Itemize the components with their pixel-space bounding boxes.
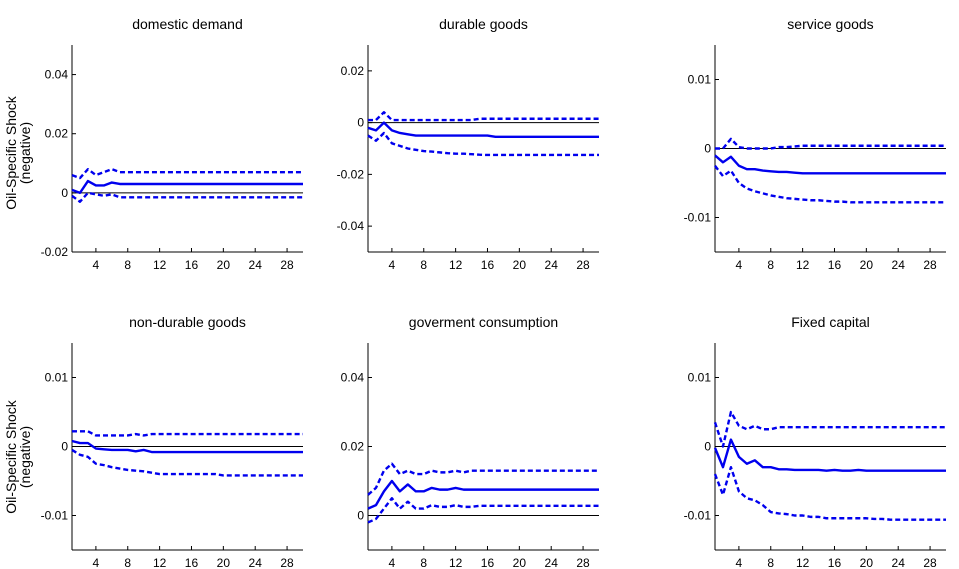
y-tick-label: 0 [357,509,364,523]
panel-title: service goods [787,16,873,32]
upper-band-line [368,111,599,122]
lower-band-line [367,497,599,524]
x-tick-label: 12 [153,556,167,569]
upper-band-line [367,462,599,496]
lower-band-line [71,448,303,477]
response-line [71,439,303,454]
x-tick-label: 28 [576,258,590,272]
y-tick-label: -0.01 [684,211,712,225]
y-tick-label: 0.02 [341,440,365,454]
y-tick-label: -0.04 [337,219,365,233]
upper-band-line [713,410,946,448]
x-tick-label: 4 [389,258,396,272]
lower-band-line [71,191,303,203]
x-tick-label: 8 [124,556,131,569]
panel-2: durable goods 4 8 12 16 20 24 28 -0.04 -0.02 0 0.02 [337,16,599,272]
x-tick-label: 16 [481,258,495,272]
upper-band-line [71,167,303,180]
x-tick-label: 24 [249,556,263,569]
lower-band-line [714,165,946,204]
y-tick-label: 0.01 [688,371,712,385]
panel-4: non-durable goods 4 8 12 16 20 24 28 -0.01 0 0.01 [41,314,303,569]
y-tick-label: 0 [357,116,364,130]
panel-6: Fixed capital 4 8 12 16 20 24 28 -0.01 0 0.01 [684,314,946,569]
y-tick-label: 0.04 [341,371,365,385]
panel-title: domestic demand [132,16,243,32]
y-tick-label: -0.02 [337,167,365,181]
panel-title: Fixed capital [791,314,870,330]
x-tick-label: 24 [892,556,906,569]
x-tick-label: 16 [185,258,199,272]
x-tick-label: 8 [420,258,427,272]
y-tick-label: 0 [61,186,68,200]
row-1-ylabel-line2: (negative) [17,122,33,184]
panel-title: non-durable goods [129,314,246,330]
y-tick-label: 0.04 [45,68,69,82]
response-line [367,121,599,139]
x-tick-label: 16 [828,258,842,272]
row-2-ylabel-line2: (negative) [17,426,33,488]
x-tick-label: 16 [828,556,842,569]
y-tick-label: -0.01 [41,509,69,523]
row-2-ylabel-line1: Oil-Specific Shock [3,399,19,514]
y-tick-label: 0.02 [45,127,69,141]
x-tick-label: 12 [449,556,463,569]
x-tick-label: 12 [796,556,810,569]
x-tick-label: 20 [513,556,527,569]
x-tick-label: 20 [860,556,874,569]
upper-band-line [72,430,303,437]
y-tick-label: 0.01 [45,371,69,385]
response-line [714,154,946,175]
upper-band-line [715,137,946,150]
x-tick-label: 20 [217,556,231,569]
x-tick-label: 16 [185,556,199,569]
panel-title: durable goods [439,16,528,32]
x-tick-label: 20 [217,258,231,272]
x-tick-label: 28 [923,258,937,272]
x-tick-label: 20 [860,258,874,272]
y-tick-label: 0 [61,440,68,454]
x-tick-label: 12 [449,258,463,272]
panel-3: service goods 4 8 12 16 20 24 28 -0.01 0 0.01 [684,16,946,272]
response-line [71,179,303,195]
x-tick-label: 4 [93,556,100,569]
x-tick-label: 28 [576,556,590,569]
x-tick-label: 4 [93,258,100,272]
y-tick-label: 0.02 [341,64,365,78]
x-tick-label: 12 [153,258,167,272]
lower-band-line [713,466,946,521]
x-tick-label: 8 [767,556,774,569]
x-tick-label: 16 [481,556,495,569]
x-tick-label: 4 [736,556,743,569]
x-tick-label: 4 [389,556,396,569]
x-tick-label: 24 [545,556,559,569]
response-line [367,479,599,510]
y-tick-label: -0.02 [41,245,69,259]
y-tick-label: 0 [704,142,711,156]
response-line [713,438,946,472]
x-tick-label: 24 [892,258,906,272]
x-tick-label: 12 [796,258,810,272]
x-tick-label: 20 [513,258,527,272]
x-tick-label: 24 [545,258,559,272]
x-tick-label: 24 [249,258,263,272]
x-tick-label: 28 [923,556,937,569]
x-tick-label: 28 [280,258,294,272]
x-tick-label: 4 [736,258,743,272]
x-tick-label: 8 [124,258,131,272]
y-tick-label: -0.01 [684,509,712,523]
x-tick-label: 28 [280,556,294,569]
panel-5: goverment consumption 4 8 12 16 20 24 28 0 0.02 0.… [341,314,599,569]
x-tick-label: 8 [420,556,427,569]
row-1-ylabel-line1: Oil-Specific Shock [3,95,19,210]
y-tick-label: 0.01 [688,73,712,87]
lower-band-line [367,131,599,157]
panel-1: domestic demand 4 8 12 16 20 24 28 -0.02 0 0.02 0.0… [41,16,303,272]
panel-title: goverment consumption [409,314,558,330]
x-tick-label: 8 [767,258,774,272]
y-tick-label: 0 [704,440,711,454]
